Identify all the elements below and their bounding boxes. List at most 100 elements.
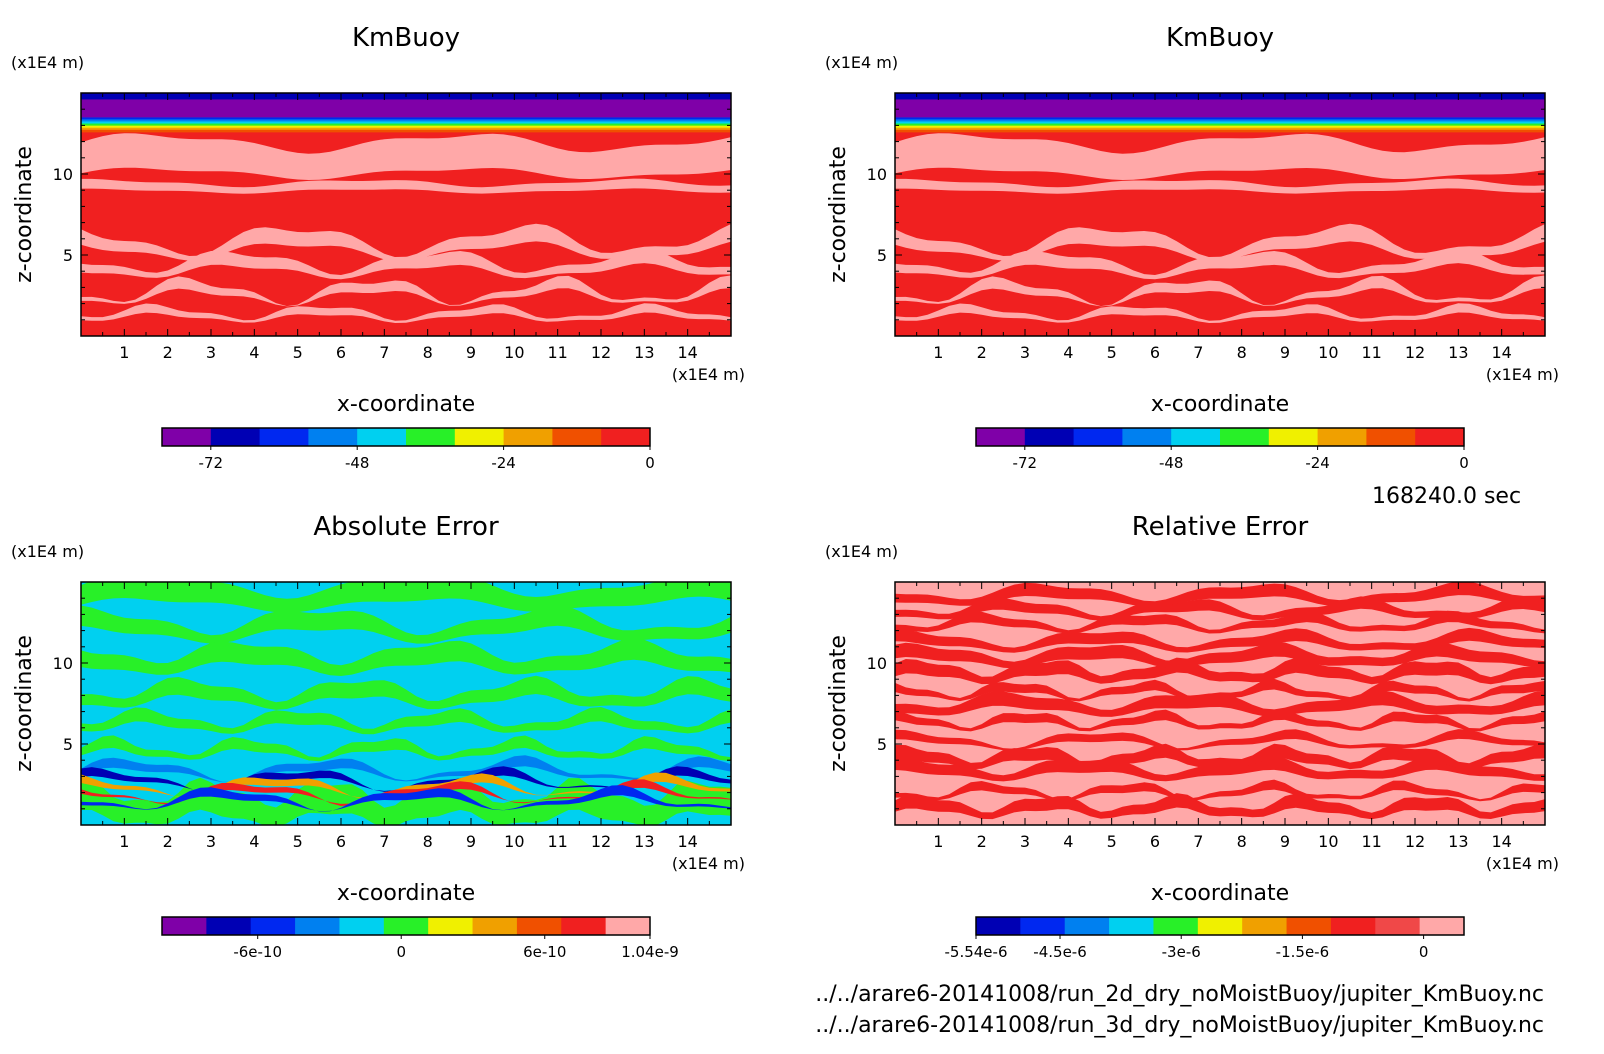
chart-title: KmBuoy: [1166, 23, 1274, 53]
red-patch: [895, 642, 1545, 669]
colorbar-swatch: [1268, 428, 1319, 446]
colorbar-swatch: [1220, 428, 1270, 446]
colorbar-tick-label: -6e-10: [233, 943, 282, 961]
x-tick-label: 5: [1107, 832, 1117, 851]
gradient-layer: [895, 117, 1545, 120]
red-patch: [895, 610, 1545, 634]
y-tick-label: 10: [867, 165, 887, 184]
red-patch: [895, 743, 1545, 770]
x-tick-label: 4: [1063, 832, 1073, 851]
x-tick-label: 10: [504, 832, 524, 851]
x-tick-label: 12: [1405, 343, 1425, 362]
colorbar-4: -5.54e-6 -4.5e-6 -3e-6 -1.5e-6 0: [945, 916, 1465, 961]
colorbar-swatch: [561, 917, 607, 935]
colorbar-swatch: [976, 917, 1021, 935]
x-tick-label: 2: [977, 343, 987, 362]
error-streak: [81, 785, 731, 812]
y-tick-label: 10: [53, 165, 73, 184]
colorbar-swatch: [1064, 917, 1110, 935]
colorbar-swatch: [1415, 428, 1465, 446]
x-tick-label: 4: [1063, 343, 1073, 362]
y-tick-label: 5: [877, 735, 887, 754]
x-tick-label: 14: [677, 343, 697, 362]
x-tick-label: 3: [1020, 343, 1030, 362]
colorbar-swatch: [1286, 917, 1332, 935]
error-streak: [81, 772, 731, 799]
gradient-layer: [81, 125, 731, 129]
x-axis-label: x-coordinate: [1151, 881, 1289, 906]
x-tick-label: 11: [1361, 832, 1381, 851]
y-unit-label: (x1E4 m): [11, 53, 84, 72]
field-3: [81, 582, 731, 825]
colorbar-swatch: [472, 917, 518, 935]
x-tick-label: 13: [1448, 832, 1468, 851]
colorbar-swatch: [552, 428, 602, 446]
x-tick-label: 3: [206, 343, 216, 362]
gradient-layer: [895, 119, 1545, 122]
x-tick-label: 12: [1405, 832, 1425, 851]
x-tick-label: 1: [119, 832, 129, 851]
field-1: [81, 93, 731, 336]
colorbar-swatch: [1375, 917, 1421, 935]
colorbar-tick-label: 0: [396, 943, 406, 961]
x-tick-label: 1: [119, 343, 129, 362]
x-tick-label: 1: [933, 832, 943, 851]
colorbar-swatch: [406, 428, 456, 446]
time-label: 168240.0 sec: [1372, 484, 1522, 509]
pink-patch: [81, 178, 731, 194]
gradient-layer: [895, 121, 1545, 125]
colorbar-tick-label: -5.54e-6: [945, 943, 1008, 961]
colorbar-swatch: [454, 428, 505, 446]
file-path-3d: ../../arare6-20141008/run_3d_dry_noMoist…: [815, 1013, 1544, 1038]
colorbar-tick-label: -24: [1305, 454, 1330, 472]
colorbar-tick-label: -1.5e-6: [1276, 943, 1329, 961]
red-patch: [895, 627, 1545, 653]
green-patch: [81, 638, 731, 676]
error-streak: [81, 755, 731, 783]
x-tick-label: 13: [1448, 343, 1468, 362]
red-patch: [895, 690, 1545, 717]
x-tick-label: 8: [423, 343, 433, 362]
colorbar-swatch: [259, 428, 309, 446]
x-unit-label: (x1E4 m): [672, 854, 745, 873]
green-patch: [81, 582, 731, 613]
pink-patch: [895, 303, 1545, 323]
colorbar-swatch: [162, 917, 207, 935]
gradient-layer: [895, 129, 1545, 133]
colorbar-swatch: [1109, 917, 1154, 935]
x-tick-label: 13: [634, 343, 654, 362]
x-tick-label: 2: [163, 832, 173, 851]
colorbar-2: -72 -48 -24 0: [975, 427, 1469, 472]
colorbar-swatch: [1317, 428, 1367, 446]
gradient-layer: [895, 125, 1545, 129]
field-2: [895, 93, 1545, 336]
green-patch: [81, 605, 731, 644]
chart-title: KmBuoy: [352, 23, 460, 53]
colorbar-3: -6e-10 0 6e-10 1.04e-9: [161, 916, 679, 961]
colorbar-tick-label: 0: [1419, 943, 1429, 961]
colorbar-swatch: [516, 917, 562, 935]
x-tick-label: 10: [1318, 343, 1338, 362]
x-tick-label: 12: [591, 343, 611, 362]
pink-patch: [81, 133, 731, 180]
pink-patch: [895, 223, 1545, 262]
colorbar-swatch: [210, 428, 261, 446]
y-tick-label: 10: [53, 654, 73, 673]
pink-patch: [81, 223, 731, 262]
colorbar-frame: [161, 427, 651, 447]
x-tick-label: 7: [1193, 832, 1203, 851]
x-tick-label: 2: [977, 832, 987, 851]
red-patch: [895, 709, 1545, 732]
colorbar-tick-label: -4.5e-6: [1033, 943, 1086, 961]
error-streak: [81, 779, 731, 806]
pink-patch: [81, 248, 731, 280]
x-tick-label: 6: [1150, 832, 1160, 851]
x-tick-label: 11: [547, 343, 567, 362]
x-tick-label: 10: [504, 343, 524, 362]
x-tick-label: 13: [634, 832, 654, 851]
x-tick-label: 11: [1361, 343, 1381, 362]
